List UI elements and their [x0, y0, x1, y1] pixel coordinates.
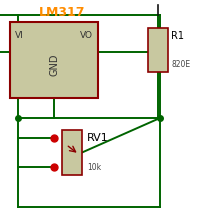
- Text: R1: R1: [171, 31, 184, 41]
- Text: VI: VI: [15, 31, 24, 40]
- Text: GND: GND: [49, 54, 59, 76]
- Text: LM317: LM317: [39, 6, 85, 19]
- Text: VO: VO: [80, 31, 93, 40]
- Bar: [148, 28, 168, 72]
- Text: 820E: 820E: [171, 60, 190, 69]
- Bar: [10, 22, 98, 98]
- Text: RV1: RV1: [87, 133, 109, 143]
- Text: 10k: 10k: [87, 163, 101, 172]
- Bar: [62, 130, 82, 175]
